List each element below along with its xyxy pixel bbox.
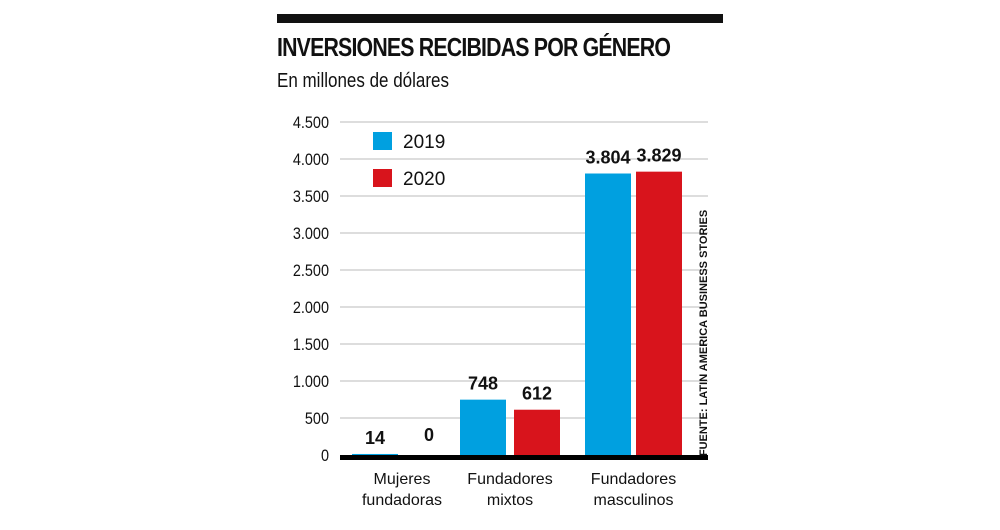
x-tick-label: mixtos: [487, 492, 533, 509]
legend-swatch-2019: [373, 132, 392, 150]
legend-swatch-2020: [373, 169, 392, 187]
y-tick-label: 2.500: [293, 262, 329, 280]
bar-2019: [585, 173, 631, 455]
bar-2019: [352, 453, 398, 455]
data-label: 748: [468, 374, 498, 394]
x-tick-label: Mujeres: [374, 471, 431, 488]
y-tick-label: 3.000: [293, 225, 329, 243]
data-label: 3.829: [636, 146, 681, 166]
source-note: FUENTE: LATIN AMERICA BUSINESS STORIES: [698, 210, 710, 456]
y-tick-label: 4.500: [293, 114, 329, 132]
legend-label: 2020: [403, 169, 445, 190]
x-tick-label: Fundadores: [467, 471, 552, 488]
x-tick-label: masculinos: [593, 492, 673, 509]
y-tick-label: 500: [305, 410, 329, 428]
x-tick-label: fundadoras: [362, 492, 442, 509]
x-tick-label: Fundadores: [591, 471, 676, 488]
chart-subtitle: En millones de dólares: [277, 70, 449, 92]
y-tick-label: 4.000: [293, 151, 329, 169]
data-label: 3.804: [585, 148, 630, 168]
bar-2020: [514, 409, 560, 455]
chart-title: INVERSIONES RECIBIDAS POR GÉNERO: [277, 32, 671, 62]
top-rule: [277, 14, 723, 23]
data-label: 0: [424, 425, 434, 445]
y-tick-label: 3.500: [293, 188, 329, 206]
y-tick-label: 1.000: [293, 373, 329, 391]
y-tick-label: 1.500: [293, 336, 329, 354]
y-tick-label: 0: [321, 447, 329, 465]
data-label: 14: [365, 428, 385, 448]
x-axis-line: [340, 455, 708, 460]
bar-2020: [636, 171, 682, 456]
bar-2019: [460, 399, 506, 455]
data-label: 612: [522, 384, 552, 404]
y-tick-label: 2.000: [293, 299, 329, 317]
legend-label: 2019: [403, 132, 445, 153]
